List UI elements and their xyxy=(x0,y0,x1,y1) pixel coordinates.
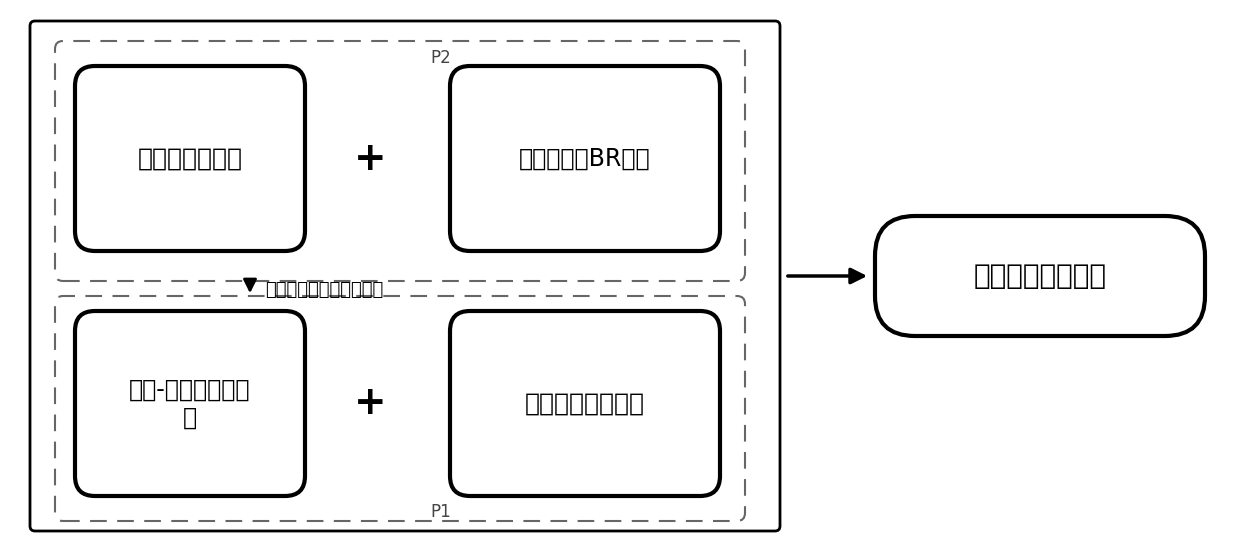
FancyBboxPatch shape xyxy=(875,216,1205,336)
Text: 多轮延迟选择算法: 多轮延迟选择算法 xyxy=(525,392,645,415)
Text: 稳定信道分集策略: 稳定信道分集策略 xyxy=(973,262,1106,290)
Text: 发射机分配博弈: 发射机分配博弈 xyxy=(138,147,243,170)
FancyBboxPatch shape xyxy=(55,41,745,281)
FancyBboxPatch shape xyxy=(30,21,780,531)
FancyBboxPatch shape xyxy=(74,66,305,251)
Text: 发射机与信道间稳定匹配: 发射机与信道间稳定匹配 xyxy=(265,281,383,299)
Text: 分布式基于BR算法: 分布式基于BR算法 xyxy=(520,147,651,170)
FancyBboxPatch shape xyxy=(450,311,720,496)
FancyBboxPatch shape xyxy=(450,66,720,251)
FancyBboxPatch shape xyxy=(74,311,305,496)
Text: +: + xyxy=(353,384,387,422)
FancyBboxPatch shape xyxy=(55,296,745,521)
Text: P1: P1 xyxy=(430,503,451,521)
Text: P2: P2 xyxy=(430,49,451,67)
Text: 信道-发射机匹配博
弈: 信道-发射机匹配博 弈 xyxy=(129,377,250,429)
Text: +: + xyxy=(353,140,387,178)
